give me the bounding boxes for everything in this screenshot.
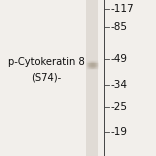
Text: (S74)-: (S74)-	[31, 73, 61, 83]
Text: -25: -25	[110, 102, 127, 112]
Bar	[86, 0, 98, 156]
Text: -19: -19	[110, 127, 127, 137]
Text: p-Cytokeratin 8: p-Cytokeratin 8	[8, 57, 85, 67]
Text: -49: -49	[110, 54, 127, 64]
Text: -34: -34	[110, 80, 127, 90]
Text: -117: -117	[110, 4, 134, 14]
Text: -85: -85	[110, 22, 127, 32]
